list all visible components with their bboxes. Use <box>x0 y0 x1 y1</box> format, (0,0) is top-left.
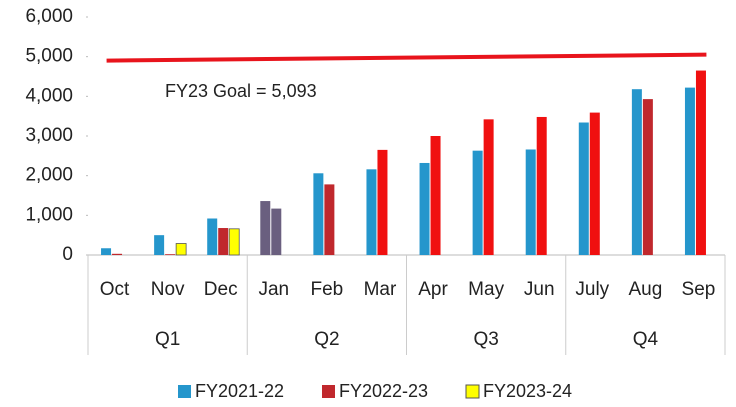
x-tick-label: Nov <box>151 279 185 300</box>
bar <box>483 119 494 255</box>
bar <box>642 99 653 255</box>
bar <box>228 228 240 256</box>
x-tick-label: Mar <box>364 279 397 300</box>
bar <box>218 228 229 255</box>
goal-line <box>106 52 707 63</box>
x-tick-label: Jan <box>258 279 289 300</box>
group-label: Q3 <box>473 329 498 350</box>
x-tick-label: May <box>468 279 504 300</box>
bar <box>684 87 695 256</box>
x-tick-label: Aug <box>628 279 662 300</box>
annotation-bg <box>155 76 355 106</box>
x-tick-label: Feb <box>311 279 344 300</box>
legend-label: FY2021-22 <box>195 381 284 401</box>
bar <box>430 136 441 255</box>
group-label: Q1 <box>155 329 180 350</box>
bar <box>207 218 218 255</box>
bar <box>366 169 377 255</box>
bar <box>419 162 430 255</box>
bar <box>695 70 706 255</box>
y-tick-label: 2,000 <box>25 165 73 186</box>
bar <box>313 173 324 255</box>
x-tick-label: Jun <box>524 279 555 300</box>
bar <box>175 243 187 256</box>
x-tick-label: Apr <box>418 279 448 300</box>
bar <box>260 201 271 255</box>
annotation: FY23 Goal = 5,093 <box>165 81 317 101</box>
legend-label: FY2023-24 <box>483 381 572 401</box>
y-tick-label: 5,000 <box>25 46 73 67</box>
bar <box>525 149 536 255</box>
y-tick-label: 4,000 <box>25 85 73 106</box>
group-label: Q4 <box>633 329 659 350</box>
x-tick-label: Sep <box>682 279 716 300</box>
legend-swatch <box>465 384 480 399</box>
bar <box>536 116 547 256</box>
bar <box>377 149 388 255</box>
group-label: Q2 <box>314 329 339 350</box>
y-tick-label: 3,000 <box>25 125 73 146</box>
x-tick-label: July <box>575 279 609 300</box>
y-tick-label: 6,000 <box>25 6 73 27</box>
bar <box>165 254 176 255</box>
y-tick-label: 1,000 <box>25 204 73 225</box>
x-tick-label: Dec <box>204 279 238 300</box>
bar <box>154 235 165 255</box>
bar <box>324 184 335 255</box>
legend-swatch <box>178 385 191 398</box>
bar <box>271 208 282 255</box>
y-tick-label: 0 <box>62 244 73 265</box>
bar <box>112 253 123 255</box>
legend-swatch <box>322 385 335 398</box>
bar <box>578 122 589 255</box>
x-tick-label: Oct <box>100 279 130 300</box>
legend-label: FY2022-23 <box>339 381 428 401</box>
bar <box>631 89 642 256</box>
bar <box>101 248 112 255</box>
bar <box>589 112 600 255</box>
bar <box>472 150 483 255</box>
